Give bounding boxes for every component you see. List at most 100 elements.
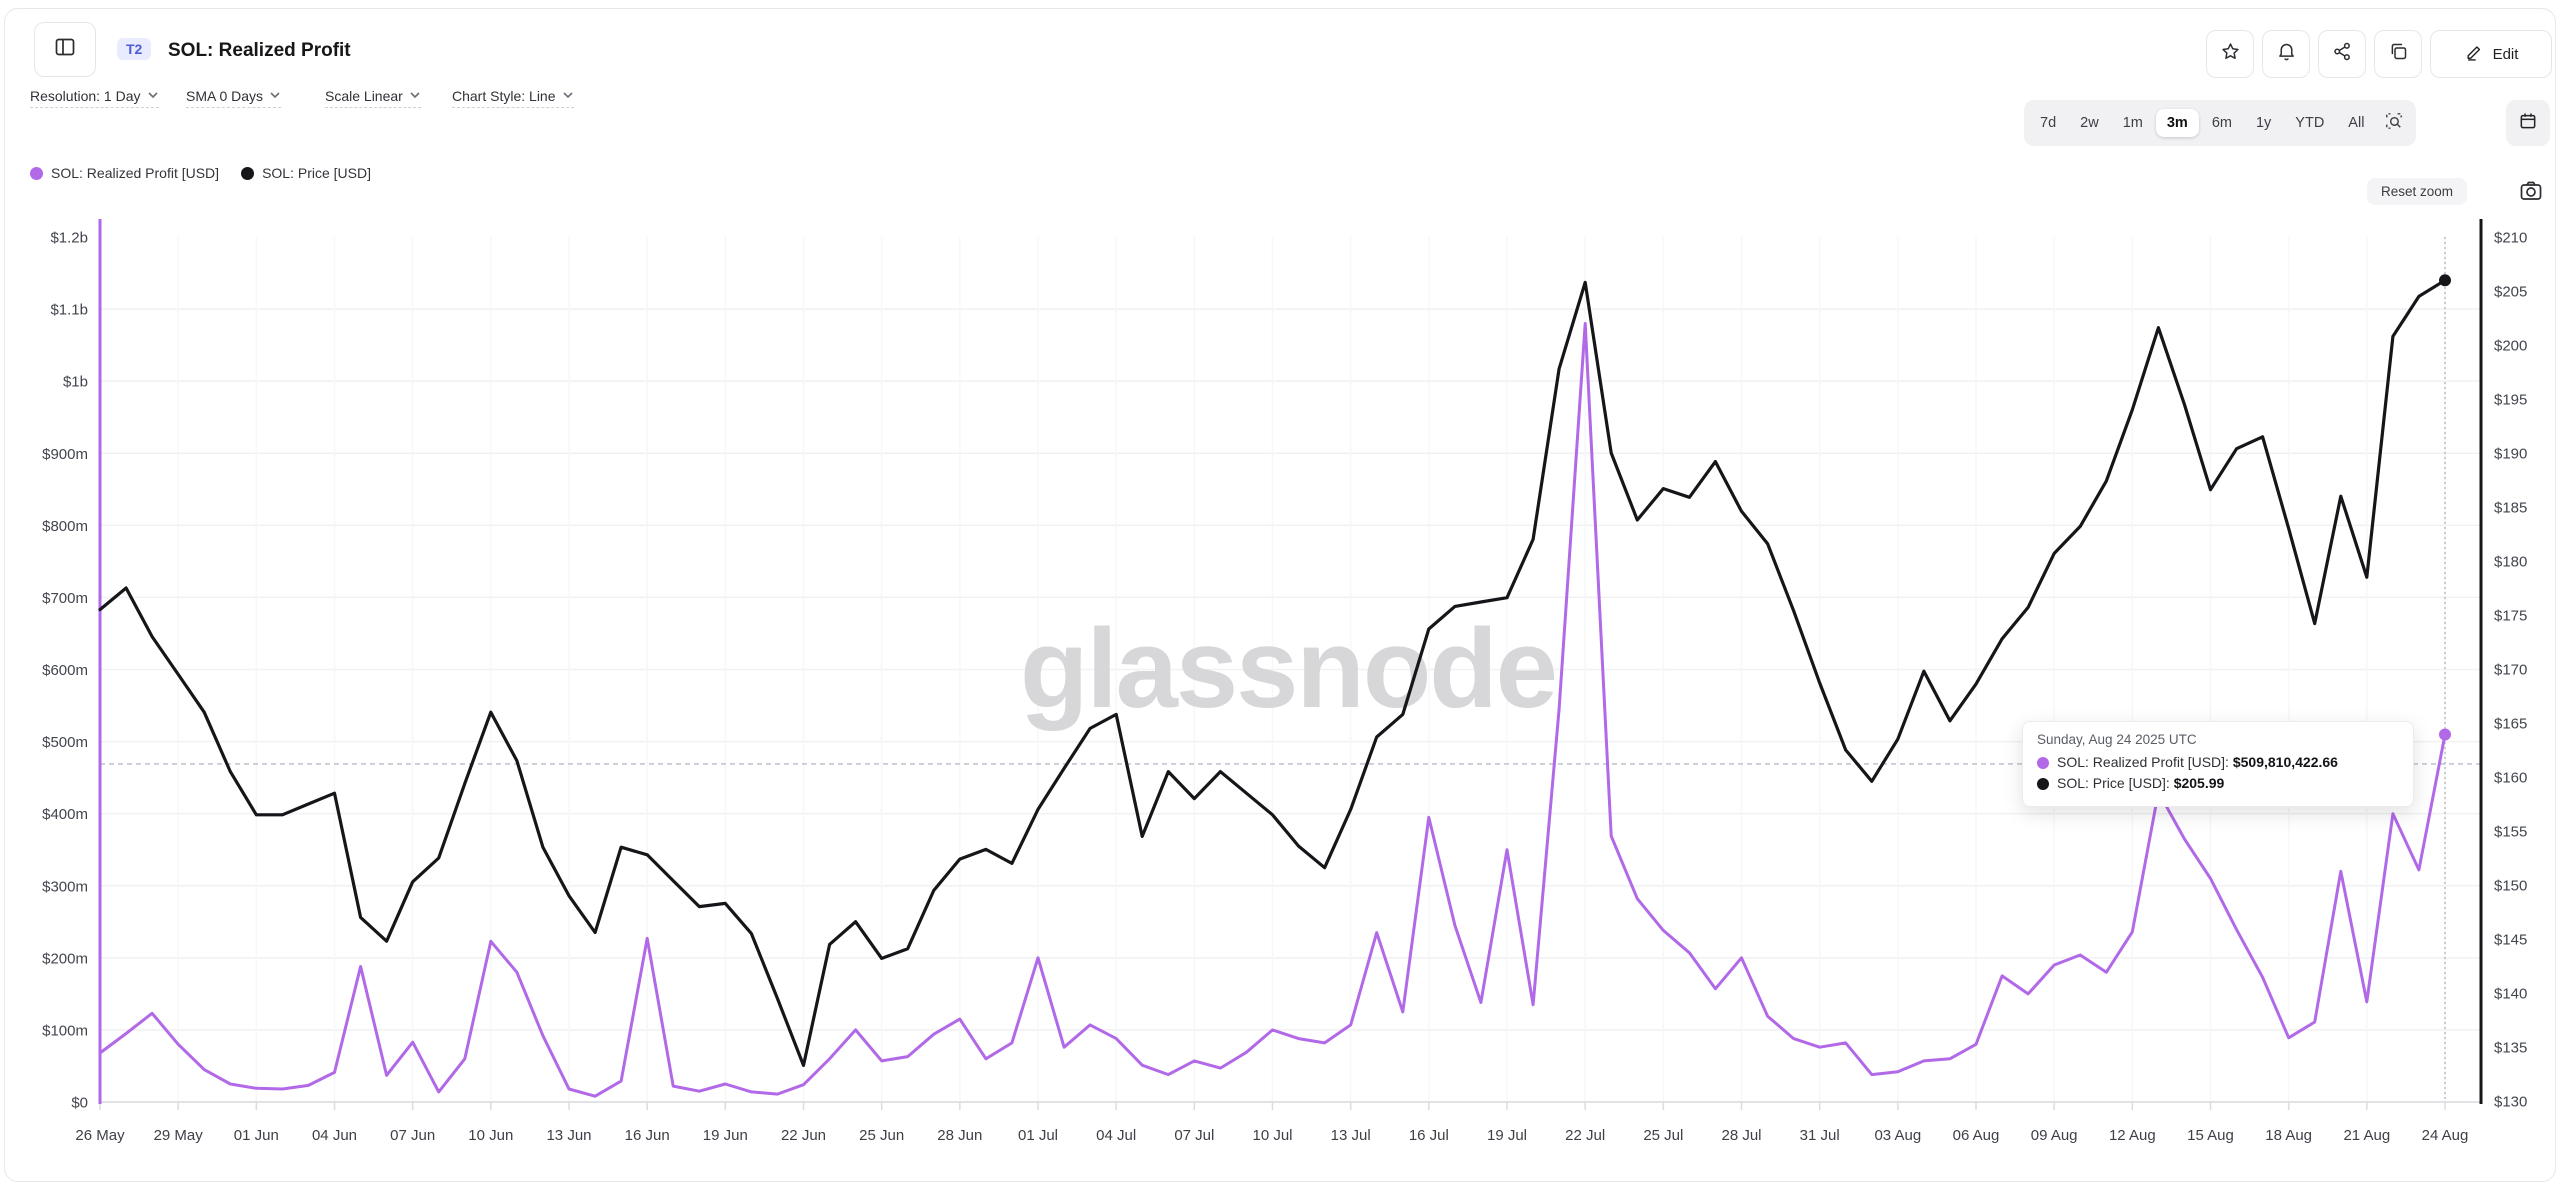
y-right-tick-label: $130 (2494, 1094, 2527, 1111)
y-right-tick-label: $195 (2494, 392, 2527, 409)
x-tick-label: 13 Jun (546, 1127, 591, 1144)
range-button-7d[interactable]: 7d (2040, 115, 2057, 131)
duplicate-button[interactable] (2374, 30, 2422, 78)
x-tick-label: 28 Jun (937, 1127, 982, 1144)
chevron-down-icon (562, 88, 574, 104)
x-tick-label: 31 Jul (1800, 1127, 1840, 1144)
x-tick-label: 16 Jul (1409, 1127, 1449, 1144)
legend-dot-price (241, 166, 255, 180)
share-button[interactable] (2318, 30, 2366, 78)
edit-button-label: Edit (2492, 45, 2519, 63)
x-tick-label: 04 Jul (1096, 1127, 1136, 1144)
chart-plot-area[interactable]: $1.2b $1.1b $1b $900m $800m $700m $600m $500m $4… (0, 215, 2560, 1160)
range-button-all[interactable]: All (2348, 115, 2365, 131)
calendar-icon (2518, 111, 2538, 136)
x-tick-label: 01 Jun (234, 1127, 279, 1144)
bell-icon (2276, 41, 2297, 67)
x-tick-label: 12 Aug (2109, 1127, 2156, 1144)
chart-legend: SOL: Realized Profit [USD] SOL: Price [U… (30, 165, 371, 181)
price-last-point[interactable] (2439, 274, 2451, 287)
y-right-tick-label: $155 (2494, 824, 2527, 841)
chart-style-dropdown[interactable]: Chart Style: Line (452, 88, 574, 108)
x-tick-label: 26 May (75, 1127, 125, 1144)
x-tick-label: 15 Aug (2187, 1127, 2234, 1144)
x-tick-label: 21 Aug (2343, 1127, 2390, 1144)
page-title: SOL: Realized Profit (168, 40, 351, 61)
legend-label-realized-profit: SOL: Realized Profit [USD] (51, 165, 220, 181)
legend-item-realized-profit[interactable]: SOL: Realized Profit [USD] (30, 165, 219, 181)
x-tick-label: 22 Jul (1565, 1127, 1605, 1144)
y-right-tick-label: $200 (2494, 338, 2527, 355)
tooltip-dot-price (2037, 777, 2049, 790)
legend-label-price: SOL: Price [USD] (262, 165, 371, 181)
x-tick-label: 03 Aug (1874, 1127, 1921, 1144)
range-button-ytd[interactable]: YTD (2295, 115, 2325, 131)
resolution-dropdown[interactable]: Resolution: 1 Day (30, 88, 159, 108)
range-button-2w[interactable]: 2w (2080, 115, 2099, 131)
y-right-tick-label: $140 (2494, 986, 2527, 1003)
x-tick-label: 24 Aug (2422, 1127, 2469, 1144)
tooltip-row-realized-profit: SOL: Realized Profit [USD]: $509,810,422… (2037, 752, 2399, 773)
star-icon (2220, 41, 2241, 67)
tooltip-date: Sunday, Aug 24 2025 UTC (2037, 732, 2197, 747)
resolution-dropdown-label: Resolution: 1 Day (30, 88, 141, 104)
edit-button[interactable]: Edit (2430, 30, 2552, 78)
chart-card (4, 8, 2556, 1182)
y-right-tick-label: $190 (2494, 446, 2527, 463)
range-button-1m[interactable]: 1m (2122, 115, 2143, 131)
camera-icon (2519, 180, 2543, 207)
x-tick-label: 10 Jul (1252, 1127, 1292, 1144)
x-tick-label: 07 Jun (390, 1127, 435, 1144)
chart-svg[interactable]: $1.2b $1.1b $1b $900m $800m $700m $600m $500m $4… (0, 215, 2560, 1160)
x-tick-label: 29 May (154, 1127, 204, 1144)
x-tick-label: 04 Jun (312, 1127, 357, 1144)
scale-dropdown[interactable]: Scale Linear (325, 88, 421, 108)
sidebar-toggle-button[interactable] (34, 22, 96, 77)
realized-profit-last-point[interactable] (2439, 728, 2451, 741)
y-left-tick-label: $200m (42, 950, 88, 967)
y-left-tick-label: $100m (42, 1022, 88, 1039)
share-icon (2332, 41, 2353, 67)
range-button-1y[interactable]: 1y (2255, 115, 2272, 131)
scale-dropdown-label: Scale Linear (325, 88, 403, 104)
range-button-3m[interactable]: 3m (2155, 109, 2199, 137)
y-right-tick-label: $210 (2494, 230, 2527, 247)
y-left-tick-label: $800m (42, 518, 88, 535)
chevron-down-icon (409, 88, 421, 104)
legend-item-price[interactable]: SOL: Price [USD] (241, 165, 371, 181)
y-left-tick-label: $1b (63, 374, 88, 391)
zoom-select-button[interactable] (2377, 108, 2411, 139)
time-range-selector: 7d 2w 1m 3m 6m 1y YTD All (2024, 100, 2417, 146)
calendar-button[interactable] (2506, 100, 2550, 146)
realized-profit-line[interactable] (98, 322, 2447, 1098)
y-right-tick-label: $185 (2494, 500, 2527, 517)
x-tick-label: 01 Jul (1018, 1127, 1058, 1144)
x-tick-label: 28 Jul (1721, 1127, 1761, 1144)
sma-dropdown-label: SMA 0 Days (186, 88, 264, 104)
alert-button[interactable] (2262, 30, 2310, 78)
y-left-tick-label: $500m (42, 734, 88, 751)
y-right-tick-label: $180 (2494, 554, 2527, 571)
y-right-tick-label: $175 (2494, 608, 2527, 625)
price-line[interactable] (98, 278, 2447, 1068)
y-left-tick-label: $300m (42, 878, 88, 895)
y-left-tick-label: $1.1b (50, 302, 88, 319)
range-button-6m[interactable]: 6m (2211, 115, 2232, 131)
y-left-tick-label: $600m (42, 662, 88, 679)
chart-tooltip: Sunday, Aug 24 2025 UTC SOL: Realized Pr… (2022, 721, 2414, 807)
y-left-tick-label: $400m (42, 806, 88, 823)
x-tick-label: 13 Jul (1331, 1127, 1371, 1144)
screenshot-button[interactable] (2516, 179, 2546, 207)
favorite-button[interactable] (2206, 30, 2254, 78)
x-tick-label: 06 Aug (1953, 1127, 2000, 1144)
pencil-icon (2464, 42, 2484, 66)
x-tick-label: 10 Jun (468, 1127, 513, 1144)
y-right-tick-label: $150 (2494, 878, 2527, 895)
y-left-tick-label: $700m (42, 590, 88, 607)
sma-dropdown[interactable]: SMA 0 Days (186, 88, 282, 108)
chevron-down-icon (269, 88, 281, 104)
y-right-tick-label: $170 (2494, 662, 2527, 679)
reset-zoom-button[interactable]: Reset zoom (2367, 178, 2468, 205)
x-tick-label: 25 Jun (859, 1127, 904, 1144)
y-left-tick-label: $0 (71, 1095, 88, 1112)
